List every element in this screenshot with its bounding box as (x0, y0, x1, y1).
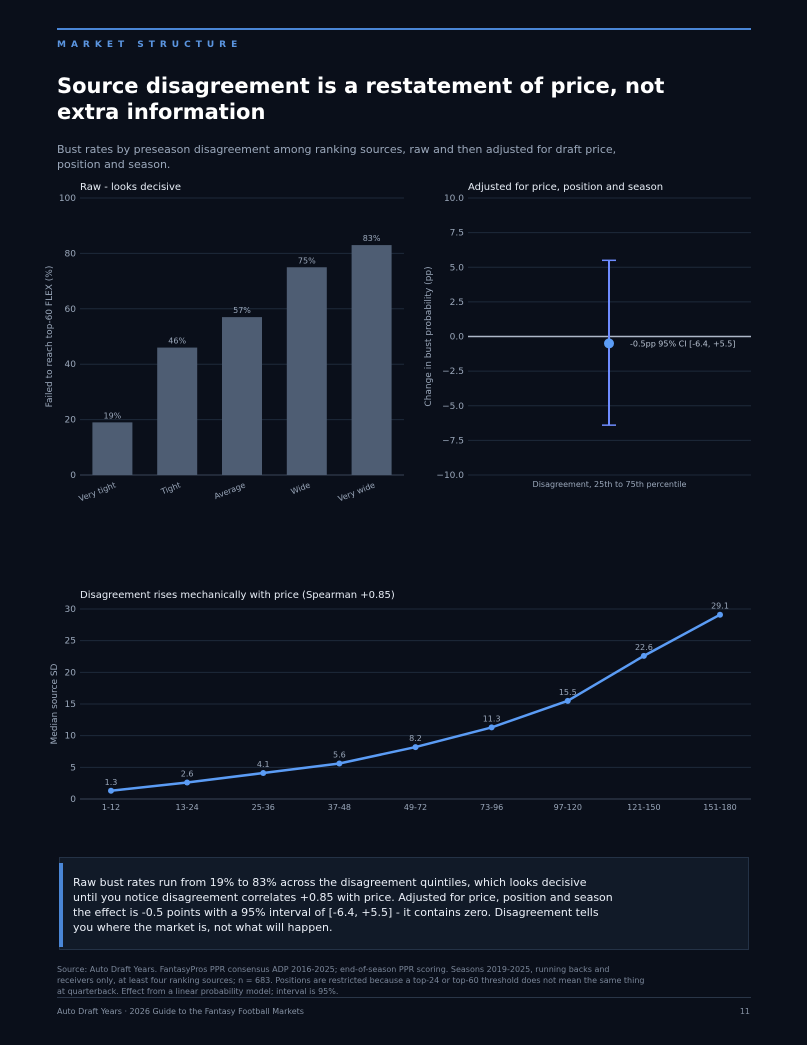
bar-chart-category-label: Wide (290, 480, 312, 496)
line-chart-category-label: 151-180 (703, 803, 736, 812)
line-chart-ytick-label: 15 (65, 700, 76, 710)
line-chart-category-label: 49-72 (404, 803, 427, 812)
line-chart-point (184, 779, 191, 786)
line-chart-value-label: 11.3 (483, 714, 501, 723)
bar-chart-bar (286, 267, 327, 475)
bar-chart-bar (157, 347, 198, 475)
bar-chart-title: Raw - looks decisive (80, 182, 181, 193)
effect-chart-ytick-label: 7.5 (450, 229, 464, 239)
line-chart-ytick-label: 20 (65, 668, 77, 678)
line-chart-category-label: 1-12 (102, 803, 120, 812)
top-rule (57, 28, 751, 30)
effect-chart-ytick-label: 5.0 (450, 263, 465, 273)
bar-chart-value-label: 57% (233, 306, 251, 315)
line-chart-ytick-label: 5 (70, 763, 76, 773)
line-chart-ytick-label: 25 (65, 637, 76, 647)
line-chart-category-label: 13-24 (176, 803, 199, 812)
line-chart-category-label: 37-48 (328, 803, 351, 812)
bar-chart-value-label: 19% (104, 411, 122, 420)
line-chart-value-label: 8.2 (409, 734, 422, 743)
effect-chart-ytick-label: 0.0 (450, 333, 465, 343)
line-chart-point (412, 744, 419, 751)
effect-chart-ytick-label: −7.5 (442, 436, 464, 446)
line-chart-value-label: 1.3 (105, 778, 118, 787)
footer-rule (57, 997, 751, 998)
bar-chart-category-label: Very wide (337, 480, 377, 503)
line-chart-point (488, 724, 495, 731)
page-number: 11 (739, 1007, 750, 1016)
line-chart-value-label: 2.6 (181, 770, 194, 779)
bar-chart-value-label: 83% (363, 234, 381, 243)
bar-chart-ytick-label: 0 (70, 471, 76, 481)
bar-chart-value-label: 75% (298, 256, 316, 265)
effect-chart-point (604, 338, 614, 349)
line-chart-value-label: 22.6 (635, 643, 653, 652)
line-chart-point (564, 697, 571, 704)
line-chart-point (336, 760, 343, 767)
footer-publication: Auto Draft Years · 2026 Guide to the Fan… (57, 1007, 304, 1016)
bar-chart-ytick-label: 80 (65, 249, 77, 259)
bar-chart-ytick-label: 100 (59, 194, 76, 204)
bar-chart-ytick-label: 40 (65, 360, 77, 370)
effect-chart-ytick-label: 10.0 (444, 194, 464, 204)
line-chart-point (108, 787, 114, 794)
line-chart-y-axis-label: Median source SD (50, 663, 60, 744)
line-chart-ytick-label: 0 (70, 795, 76, 805)
line-chart-value-label: 15.5 (559, 688, 577, 697)
line-chart-category-label: 97-120 (554, 803, 582, 812)
effect-chart-x-axis-label: Disagreement, 25th to 75th percentile (533, 480, 687, 489)
page-title: Source disagreement is a restatement of … (57, 74, 665, 124)
bar-chart-category-label: Very tight (78, 481, 118, 504)
page-subtitle: Bust rates by preseason disagreement amo… (57, 143, 617, 171)
effect-chart-ytick-label: 2.5 (450, 298, 464, 308)
bar-chart-value-label: 46% (168, 337, 186, 346)
bar-chart-bar (351, 245, 392, 475)
effect-chart-annotation: -0.5pp 95% CI [-6.4, +5.5] (630, 339, 735, 348)
effect-chart-ytick-label: −2.5 (442, 367, 464, 377)
line-chart-ytick-label: 30 (65, 605, 77, 615)
line-chart-value-label: 5.6 (333, 751, 346, 760)
effect-chart-ytick-label: −5.0 (442, 402, 464, 412)
effect-chart-ytick-label: −10.0 (436, 471, 464, 481)
bar-chart-y-axis-label: Failed to reach top-60 FLEX (%) (45, 266, 55, 408)
line-chart-title: Disagreement rises mechanically with pri… (80, 590, 395, 601)
line-chart-value-label: 29.1 (711, 602, 729, 611)
effect-chart-y-axis-label: Change in bust probability (pp) (424, 266, 434, 406)
bar-chart-category-label: Average (213, 480, 247, 501)
line-chart-ytick-label: 10 (65, 732, 77, 742)
line-chart-category-label: 73-96 (480, 803, 503, 812)
effect-chart-title: Adjusted for price, position and season (468, 182, 663, 193)
line-chart-point (640, 652, 647, 659)
line-chart-category-label: 121-150 (627, 803, 660, 812)
bar-chart-category-label: Tight (159, 481, 182, 497)
bar-chart-bar (222, 317, 262, 475)
bar-chart-bar (92, 422, 133, 475)
bar-chart-ytick-label: 60 (65, 305, 77, 315)
line-chart-point (260, 770, 267, 777)
callout-text: Raw bust rates run from 19% to 83% acros… (73, 876, 613, 934)
callout-box: Raw bust rates run from 19% to 83% acros… (59, 857, 749, 950)
line-chart-value-label: 4.1 (257, 760, 270, 769)
source-note: Source: Auto Draft Years. FantasyPros PP… (57, 965, 645, 996)
section-kicker: MARKET STRUCTURE (57, 40, 243, 50)
callout-accent-bar (59, 863, 63, 947)
bar-chart-ytick-label: 20 (65, 416, 77, 426)
line-chart-point (717, 611, 723, 618)
line-chart-category-label: 25-36 (252, 803, 275, 812)
